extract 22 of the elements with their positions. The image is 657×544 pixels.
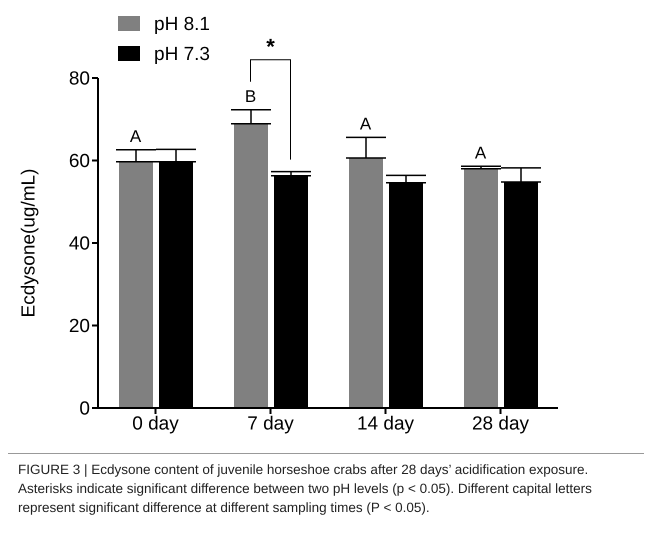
annotation: B [244,86,256,106]
x-tick-label: 7 day [247,413,294,434]
y-axis-title: Ecdysone(ug/mL) [18,168,40,318]
x-tick-label: 14 day [356,413,415,434]
y-tick-label: 20 [68,316,90,338]
text: * [266,34,276,59]
y-tick-label: 80 [68,68,90,90]
y-tick-label: 60 [68,151,90,172]
legend-label: pH 7.3 [154,44,210,65]
bar [234,124,268,408]
y-tick-label: 0 [79,398,90,420]
caption: FIGURE 3 | Ecdysone content of juvenile horseshoe crabs after 28 days’ acidification exposure. Asterisks indicate significant difference between two pH levels (p < 0.05). Different capital letters represent significant difference at different sampling times (P < 0.05). [18,461,593,517]
x-tick-label: 28 day [472,413,530,434]
bar [349,158,383,408]
bar [119,162,153,408]
y-tick-label: 40 [68,234,90,255]
legend-label: pH 8.1 [154,14,210,35]
annotation: A [130,126,142,146]
bar [464,168,498,408]
annotation: A [474,143,487,162]
x-tick-label: 0 day [132,413,180,434]
annotation: A [360,114,372,134]
